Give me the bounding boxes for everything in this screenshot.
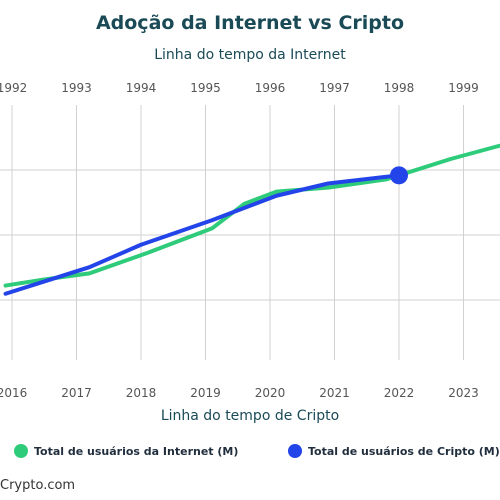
series-line-0 xyxy=(3,143,500,288)
top-tick-1995: 1995 xyxy=(190,81,221,95)
top-tick-1998: 1998 xyxy=(384,81,415,95)
bottom-tick-2016: 2016 xyxy=(0,386,27,400)
bottom-tick-2017: 2017 xyxy=(61,386,92,400)
vertical-gridlines xyxy=(11,105,464,360)
legend-item-internet: Total de usuários da Internet (M) xyxy=(14,444,238,458)
legend-crypto-swatch xyxy=(288,444,302,458)
bottom-tick-2020: 2020 xyxy=(255,386,286,400)
legend-internet-label: Total de usuários da Internet (M) xyxy=(34,444,239,458)
top-tick-1999: 1999 xyxy=(448,81,479,95)
legend-internet-swatch xyxy=(14,444,28,458)
series-end-marker-1 xyxy=(390,166,408,185)
top-tick-labels: 1992 1993 1994 1995 1996 1997 1998 1999 xyxy=(0,81,479,95)
top-tick-1994: 1994 xyxy=(126,81,157,95)
bottom-tick-2023: 2023 xyxy=(448,386,479,400)
top-tick-1992: 1992 xyxy=(0,81,27,95)
top-tick-1997: 1997 xyxy=(319,81,350,95)
series-line-1 xyxy=(3,173,401,296)
top-tick-1993: 1993 xyxy=(61,81,92,95)
chart-title: Adoção da Internet vs Cripto xyxy=(95,12,405,34)
series-layer xyxy=(3,143,500,296)
legend-item-crypto: Total de usuários de Cripto (M) xyxy=(288,444,500,458)
horizontal-gridlines xyxy=(0,169,500,301)
source-label: Crypto.com xyxy=(0,478,76,493)
bottom-tick-labels: 2016 2017 2018 2019 2020 2021 2022 2023 xyxy=(0,386,479,400)
bottom-tick-2021: 2021 xyxy=(319,386,350,400)
legend-crypto-label: Total de usuários de Cripto (M) xyxy=(308,444,500,458)
top-axis-label: Linha do tempo da Internet xyxy=(154,47,346,63)
bottom-tick-2018: 2018 xyxy=(126,386,157,400)
bottom-tick-2019: 2019 xyxy=(190,386,221,400)
top-tick-1996: 1996 xyxy=(255,81,286,95)
bottom-axis-label: Linha do tempo de Cripto xyxy=(160,408,340,424)
bottom-tick-2022: 2022 xyxy=(384,386,415,400)
